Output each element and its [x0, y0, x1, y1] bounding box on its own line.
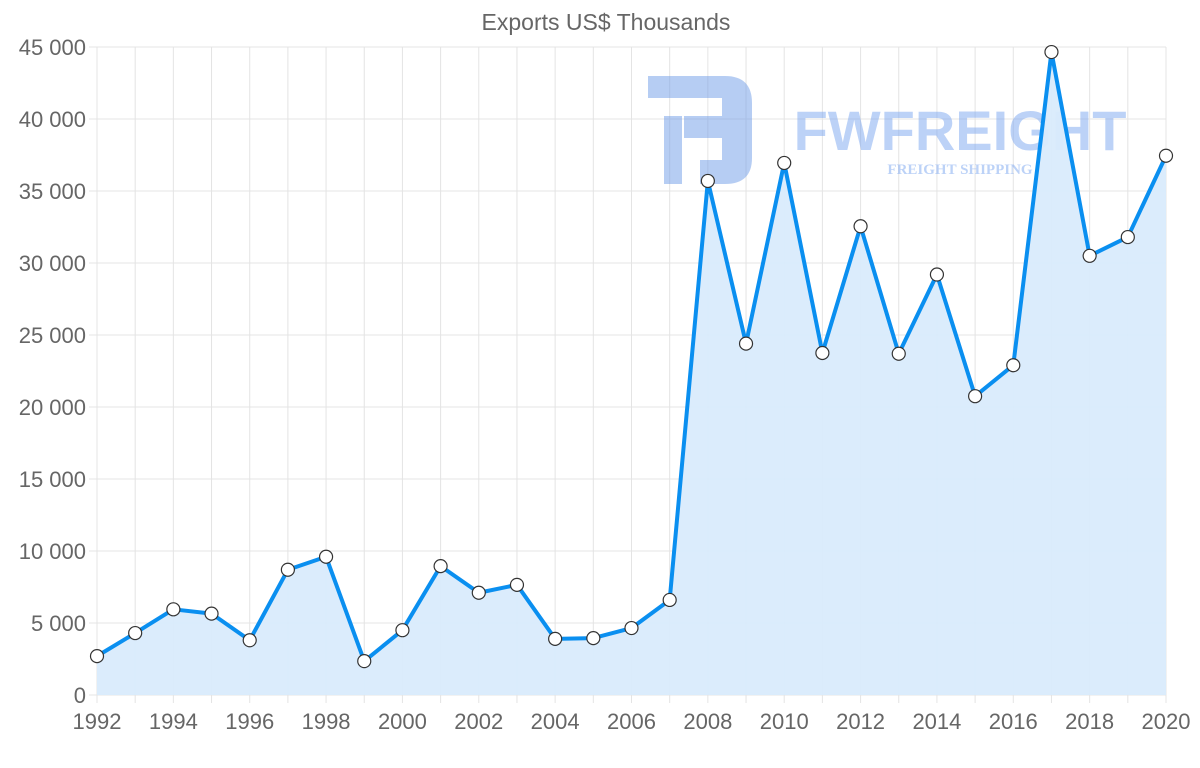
logo-mark-icon	[648, 76, 752, 184]
x-tick-label: 2002	[454, 709, 503, 734]
data-point[interactable]	[395, 623, 410, 638]
series-points	[89, 44, 1174, 669]
data-point[interactable]	[318, 549, 334, 564]
data-point[interactable]	[89, 649, 105, 664]
y-tick-label: 5 000	[31, 611, 86, 636]
data-point[interactable]	[662, 592, 677, 608]
y-tick-label: 10 000	[19, 539, 86, 564]
y-tick-label: 20 000	[19, 395, 86, 420]
axis-ticks: 0 5 000 10 000 15 000 20 000 25 000 30 000 35 0…	[19, 35, 1191, 734]
x-tick-label: 2016	[989, 709, 1038, 734]
data-point[interactable]	[1120, 229, 1135, 245]
x-tick-label: 1992	[73, 709, 122, 734]
y-tick-label: 25 000	[19, 323, 86, 348]
data-point[interactable]	[624, 620, 639, 636]
data-point[interactable]	[738, 336, 754, 351]
data-point[interactable]	[1082, 248, 1097, 263]
y-tick-label: 15 000	[19, 467, 86, 492]
x-tick-label: 2000	[378, 709, 427, 734]
x-tick-label: 2006	[607, 709, 656, 734]
x-tick-label: 2004	[531, 709, 580, 734]
data-point[interactable]	[357, 654, 372, 669]
x-tick-label: 1996	[225, 709, 274, 734]
data-point[interactable]	[471, 585, 486, 600]
data-point[interactable]	[929, 267, 945, 282]
x-tick-label: 1994	[149, 709, 198, 734]
x-tick-label: 2014	[912, 709, 961, 734]
y-tick-label: 0	[74, 683, 86, 708]
data-point[interactable]	[280, 562, 295, 577]
data-point[interactable]	[815, 345, 830, 361]
data-point[interactable]	[891, 346, 906, 361]
data-point[interactable]	[204, 606, 219, 621]
data-point[interactable]	[242, 633, 257, 648]
x-tick-label: 2018	[1065, 709, 1114, 734]
watermark-brand: FWFREIGHT	[794, 99, 1127, 162]
data-point[interactable]	[128, 625, 143, 641]
data-point[interactable]	[1158, 148, 1174, 163]
x-tick-label: 2008	[683, 709, 732, 734]
watermark-tagline: FREIGHT SHIPPING	[887, 162, 1032, 178]
x-tick-label: 1998	[302, 709, 351, 734]
data-point[interactable]	[700, 173, 715, 189]
x-tick-label: 2020	[1142, 709, 1191, 734]
y-tick-label: 30 000	[19, 251, 86, 276]
y-tick-label: 45 000	[19, 35, 86, 60]
data-point[interactable]	[548, 631, 563, 646]
data-point[interactable]	[853, 219, 868, 234]
data-point[interactable]	[433, 559, 448, 574]
y-tick-label: 35 000	[19, 179, 86, 204]
data-point[interactable]	[1044, 44, 1059, 60]
data-point[interactable]	[777, 155, 792, 171]
data-point[interactable]	[1006, 358, 1021, 373]
x-tick-label: 2010	[760, 709, 809, 734]
chart-title: Exports US$ Thousands	[482, 9, 731, 35]
x-tick-label: 2012	[836, 709, 885, 734]
data-point[interactable]	[166, 602, 181, 617]
y-tick-label: 40 000	[19, 107, 86, 132]
series-area	[97, 52, 1166, 696]
data-point[interactable]	[509, 577, 525, 592]
data-point[interactable]	[968, 389, 983, 404]
data-point[interactable]	[586, 631, 601, 646]
